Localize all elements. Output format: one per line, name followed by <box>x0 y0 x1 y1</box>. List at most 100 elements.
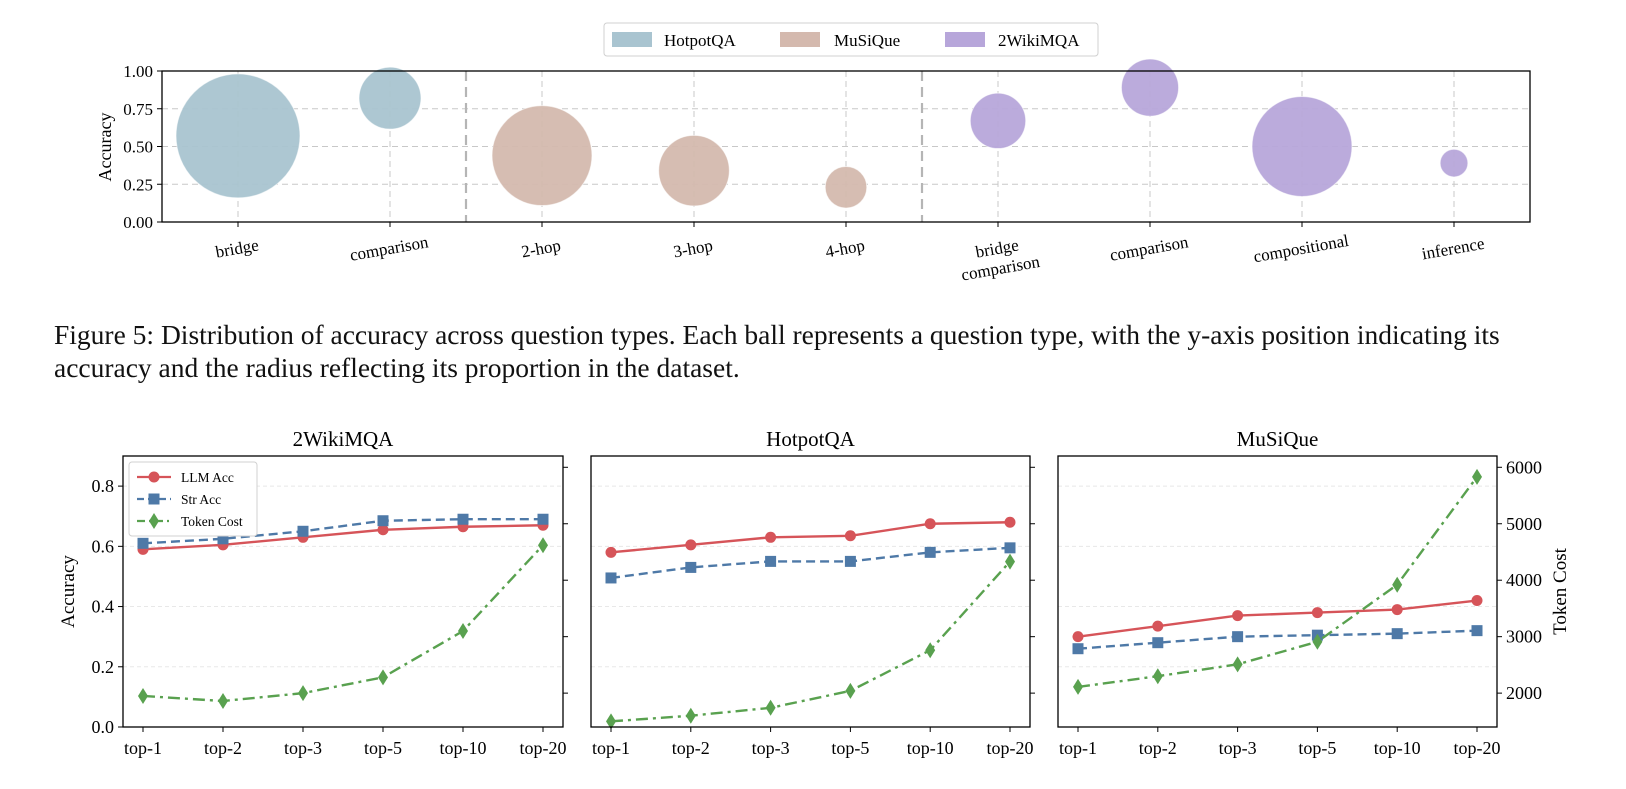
point-token-cost-top-3 <box>298 685 308 702</box>
y-tick-label: 0.8 <box>92 476 115 496</box>
plot-frame <box>590 455 1031 728</box>
series-line-token-cost <box>142 544 544 703</box>
x-tick-label: 4-hop <box>824 236 866 262</box>
panel-musique: MuSiQue top-1 top-2 top-3 top-5 top-10 top-20 2… <box>1057 427 1571 758</box>
x-tick-label-group: 2-hop <box>520 236 562 262</box>
point-str-acc-top-5 <box>844 555 856 567</box>
legend-marker <box>149 513 159 529</box>
bubble-2wikimqa-compositional <box>1251 96 1353 197</box>
x-tick-label: top-3 <box>284 738 322 758</box>
x-tick-label-group: comparison <box>348 232 430 265</box>
y-tick-label: 1.00 <box>123 62 153 81</box>
y-tick-label: 0.75 <box>123 100 153 119</box>
point-token-cost-top-2 <box>1152 668 1163 685</box>
series-line-str-acc <box>142 518 543 545</box>
y-tick-label: 0.50 <box>123 138 153 157</box>
y2-tick-label: 3000 <box>1506 627 1542 647</box>
legend-frame <box>603 22 1099 57</box>
x-tick-label: comparison <box>1108 232 1190 265</box>
legend-frame <box>128 461 258 537</box>
point-llm-acc-top-5 <box>1311 607 1323 619</box>
x-tick-label: 3-hop <box>672 236 714 262</box>
bubble-musique-2-hop <box>491 105 593 207</box>
panel-2wikimqa: 2WikiMQA top-1 top-2 top-3 top-5 top-10 top-20… <box>58 427 568 758</box>
point-str-acc-top-3 <box>765 555 777 567</box>
x-tick-label-group: comparison <box>1108 232 1190 265</box>
panel-title: MuSiQue <box>1237 427 1319 451</box>
x-tick-label: 2-hop <box>520 236 562 262</box>
point-llm-acc-top-20 <box>1471 595 1483 607</box>
x-tick-label: top-1 <box>1059 738 1097 758</box>
legend-label-musique: MuSiQue <box>834 31 900 50</box>
point-llm-acc-top-1 <box>605 546 617 558</box>
x-tick-label: top-5 <box>1298 738 1336 758</box>
legend: HotpotQA MuSiQue 2WikiMQA <box>603 22 1099 57</box>
y2-tick-label: 4000 <box>1506 570 1542 590</box>
x-tick-label: top-2 <box>672 738 710 758</box>
series-line-token-cost <box>1077 476 1478 689</box>
point-str-acc-top-1 <box>1072 643 1084 655</box>
legend-swatch-hotpot <box>612 32 652 47</box>
x-tick-label: top-20 <box>520 738 567 758</box>
plot-frame <box>122 455 564 728</box>
point-str-acc-top-5 <box>377 515 389 527</box>
point-token-cost-top-10 <box>458 623 468 640</box>
x-tick-label: top-3 <box>752 738 790 758</box>
point-token-cost-top-1 <box>1073 678 1083 695</box>
point-token-cost-top-20 <box>1005 553 1015 570</box>
point-llm-acc-top-3 <box>1232 610 1244 622</box>
x-tick-label-group: 3-hop <box>672 236 714 262</box>
legend-label: Token Cost <box>181 514 243 529</box>
point-str-acc-top-10 <box>924 546 936 558</box>
y-axis-label: Accuracy <box>58 555 79 628</box>
point-token-cost-top-2 <box>685 707 696 724</box>
point-token-cost-top-20 <box>1472 468 1482 485</box>
point-token-cost-top-5 <box>1312 633 1323 650</box>
x-tick-label: top-10 <box>907 738 954 758</box>
point-llm-acc-top-10 <box>1391 604 1403 616</box>
y-tick-label: 0.2 <box>92 657 115 677</box>
series-line-str-acc <box>610 546 1011 580</box>
plot-frame <box>1057 455 1498 728</box>
point-token-cost-top-20 <box>538 537 548 554</box>
figure-caption: Figure 5: Distribution of accuracy acros… <box>54 319 1500 383</box>
x-tick-label: top-10 <box>1374 738 1421 758</box>
legend-marker <box>148 493 160 505</box>
y-tick-label: 0.25 <box>123 175 153 194</box>
point-llm-acc-top-3 <box>765 531 777 543</box>
point-llm-acc-top-2 <box>685 539 697 551</box>
point-token-cost-top-1 <box>606 713 616 730</box>
bubble-hotpotqa-bridge <box>175 73 301 199</box>
y2-tick-label: 2000 <box>1506 683 1542 703</box>
series-line-token-cost <box>610 560 1011 723</box>
point-token-cost-top-3 <box>1232 656 1243 673</box>
point-llm-acc-top-5 <box>377 524 389 536</box>
point-token-cost-top-5 <box>378 669 388 686</box>
point-str-acc-top-10 <box>1391 628 1403 640</box>
y-tick-label: 0.0 <box>92 717 115 737</box>
bubble-2wikimqa-bridge-comparison <box>969 92 1027 150</box>
legend-label: Str Acc <box>181 492 221 507</box>
bubble-2wikimqa-inference <box>1439 148 1469 178</box>
point-llm-acc-top-10 <box>924 518 936 530</box>
legend-swatch-musique <box>780 32 820 47</box>
bubble-musique-4-hop <box>824 165 868 209</box>
point-token-cost-top-2 <box>218 693 228 710</box>
point-token-cost-top-3 <box>765 699 776 716</box>
x-tick-label: top-10 <box>440 738 487 758</box>
point-token-cost-top-10 <box>925 642 936 659</box>
legend-label-wiki: 2WikiMQA <box>998 31 1080 50</box>
point-token-cost-top-10 <box>1392 576 1403 593</box>
x-tick-label: inference <box>1420 234 1486 264</box>
y-axis-label: Accuracy <box>95 113 115 182</box>
y2-tick-label: 6000 <box>1506 457 1542 477</box>
x-tick-label: top-2 <box>1139 738 1177 758</box>
point-str-acc-top-1 <box>137 537 149 549</box>
y-tick-label: 0.6 <box>92 536 115 556</box>
x-tick-label-group: bridge <box>214 235 260 261</box>
point-str-acc-top-2 <box>685 561 697 573</box>
legend-label: LLM Acc <box>181 470 234 485</box>
x-tick-label: top-20 <box>1454 738 1501 758</box>
